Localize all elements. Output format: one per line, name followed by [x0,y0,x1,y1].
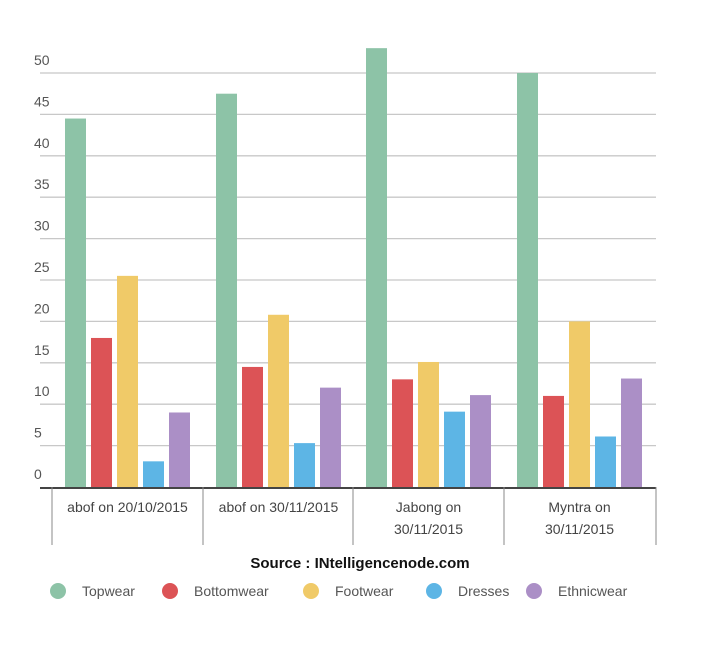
bar-bottomwear [392,379,413,487]
legend-marker [162,583,178,599]
bar-footwear [418,361,439,487]
bar-bottomwear [543,395,564,487]
y-tick-label: 20 [34,300,50,316]
y-tick-label: 25 [34,259,50,275]
y-tick-label: 5 [34,425,42,441]
y-tick-label: 45 [34,93,50,109]
bar-dresses [294,443,315,487]
legend-marker [426,583,442,599]
bar-topwear [216,93,237,487]
bar-ethnicwear [621,378,642,487]
bar-footwear [569,321,590,487]
legend-marker [50,583,66,599]
legend-label: Footwear [335,583,394,599]
x-tick-label: abof on 30/11/2015 [219,499,339,515]
y-tick-label: 30 [34,218,50,234]
y-tick-label: 35 [34,176,50,192]
bar-footwear [268,314,289,487]
bar-topwear [517,73,538,487]
bar-topwear [65,118,86,487]
y-tick-label: 40 [34,135,50,151]
bar-dresses [444,411,465,487]
y-tick-label: 10 [34,383,50,399]
legend-label: Ethnicwear [558,583,628,599]
bar-dresses [143,461,164,487]
legend-marker [526,583,542,599]
x-tick-label: 30/11/2015 [545,521,614,537]
legend-label: Topwear [82,583,135,599]
bar-ethnicwear [470,395,491,487]
x-tick-label: 30/11/2015 [394,521,463,537]
source-label: Source : INtelligencenode.com [250,555,469,572]
bar-footwear [117,275,138,487]
x-tick-label: Myntra on [548,499,610,515]
y-tick-label: 15 [34,342,50,358]
bar-bottomwear [242,366,263,487]
legend-label: Dresses [458,583,509,599]
y-tick-label: 0 [34,466,42,482]
bar-dresses [595,436,616,487]
legend-marker [303,583,319,599]
x-tick-label: Jabong on [396,499,461,515]
y-tick-label: 50 [34,52,50,68]
bar-ethnicwear [320,387,341,487]
bar-bottomwear [91,337,112,487]
legend-label: Bottomwear [194,583,269,599]
x-tick-label: abof on 20/10/2015 [67,499,188,515]
bar-ethnicwear [169,412,190,487]
bar-topwear [366,48,387,487]
